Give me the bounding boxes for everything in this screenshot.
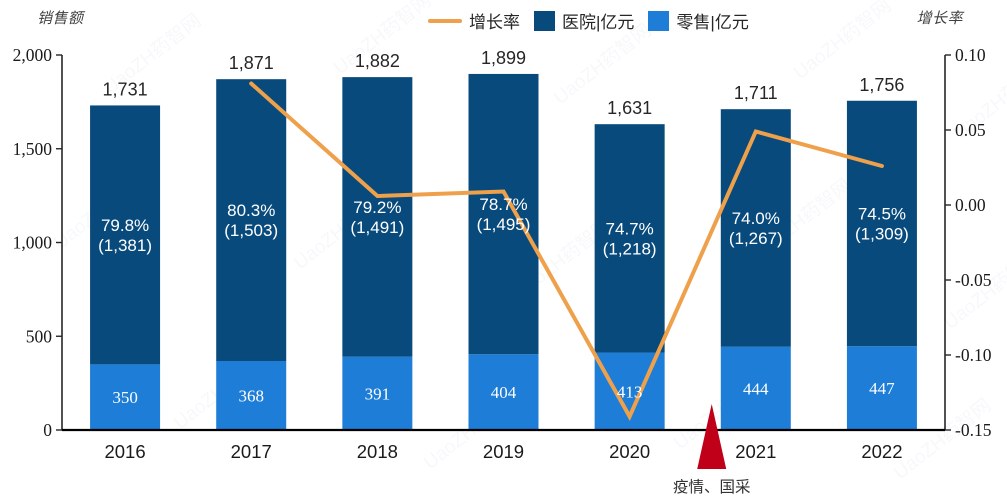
bar-retail-2021 [720, 346, 791, 430]
hospital-label-2022: 74.5% (1,309) [855, 204, 909, 243]
bar-retail-2018 [342, 356, 413, 430]
legend: 增长率 医院|亿元 零售|亿元 [428, 8, 749, 33]
bar-hospital-2022 [846, 100, 917, 347]
total-label-2021: 1,711 [734, 83, 778, 103]
total-label-2016: 1,731 [103, 79, 148, 99]
bar-hospital-2021 [720, 109, 791, 347]
x-tick-label-2017: 2017 [231, 441, 272, 462]
left-axis-tick-label: 500 [26, 326, 53, 346]
hospital-swatch-icon [534, 10, 555, 31]
retail-label-2021: 444 [743, 379, 769, 398]
left-axis-tick-label: 1,000 [13, 233, 53, 253]
right-axis-tick-label: 0.10 [955, 45, 986, 65]
annotation-label: 疫情、国采 [673, 478, 751, 496]
bar-retail-2016 [90, 364, 161, 430]
legend-item-retail: 零售|亿元 [648, 8, 749, 33]
x-tick-label-2016: 2016 [104, 441, 145, 462]
x-tick-label-2019: 2019 [483, 441, 524, 462]
retail-label-2017: 368 [238, 387, 264, 406]
total-label-2018: 1,882 [355, 51, 400, 71]
hospital-label-2021: 74.0% (1,267) [729, 209, 783, 248]
bar-retail-2022 [846, 346, 917, 430]
right-axis-tick-label: -0.15 [955, 420, 992, 440]
x-tick-label-2020: 2020 [609, 441, 650, 462]
watermark: UaoZH药智网 [790, 0, 896, 84]
bar-hospital-2020 [594, 124, 665, 353]
hospital-label-2017: 80.3% (1,503) [224, 201, 278, 240]
total-label-2022: 1,756 [859, 75, 904, 95]
legend-item-growth-rate: 增长率 [428, 8, 520, 33]
legend-label: 增长率 [469, 13, 520, 32]
hospital-label-2019: 78.7% (1,495) [477, 195, 531, 234]
hospital-label-2020: 74.7% (1,218) [603, 219, 657, 258]
growth-line-swatch-icon [428, 18, 462, 23]
bar-hospital-2017 [216, 79, 287, 361]
right-axis-tick-label: 0.00 [955, 195, 986, 215]
left-axis-tick-label: 2,000 [13, 45, 53, 65]
bar-hospital-2016 [90, 105, 161, 365]
retail-label-2019: 404 [491, 383, 517, 402]
bar-retail-2019 [468, 354, 539, 430]
bar-hospital-2019 [468, 73, 539, 355]
hospital-label-2016: 79.8% (1,381) [98, 216, 152, 255]
retail-label-2022: 447 [869, 379, 895, 398]
left-axis-title: 销售额 [37, 10, 84, 27]
right-axis-title: 增长率 [916, 10, 963, 27]
total-label-2019: 1,899 [481, 48, 526, 68]
right-axis-tick-label: 0.05 [955, 120, 986, 140]
x-tick-label-2021: 2021 [735, 441, 776, 462]
total-label-2017: 1,871 [229, 53, 274, 73]
legend-label: 零售|亿元 [676, 13, 749, 32]
retail-label-2020: 413 [617, 382, 643, 401]
growth-rate-line [249, 81, 884, 421]
left-axis-tick-label: 0 [43, 420, 52, 440]
right-axis-tick-label: -0.05 [955, 270, 992, 290]
total-label-2020: 1,631 [607, 98, 652, 118]
legend-label: 医院|亿元 [562, 13, 635, 32]
left-axis-tick-label: 1,500 [13, 139, 53, 159]
right-axis-tick-label: -0.10 [955, 345, 992, 365]
x-tick-label-2018: 2018 [357, 441, 398, 462]
retail-label-2016: 350 [112, 388, 138, 407]
bar-hospital-2018 [342, 77, 413, 357]
x-tick-label-2022: 2022 [861, 441, 902, 462]
bar-retail-2017 [216, 361, 287, 430]
retail-label-2018: 391 [365, 384, 391, 403]
hospital-label-2018: 79.2% (1,491) [350, 198, 404, 237]
legend-item-hospital: 医院|亿元 [534, 8, 634, 33]
annotation-triangle-icon [697, 404, 727, 469]
retail-swatch-icon [648, 10, 670, 31]
